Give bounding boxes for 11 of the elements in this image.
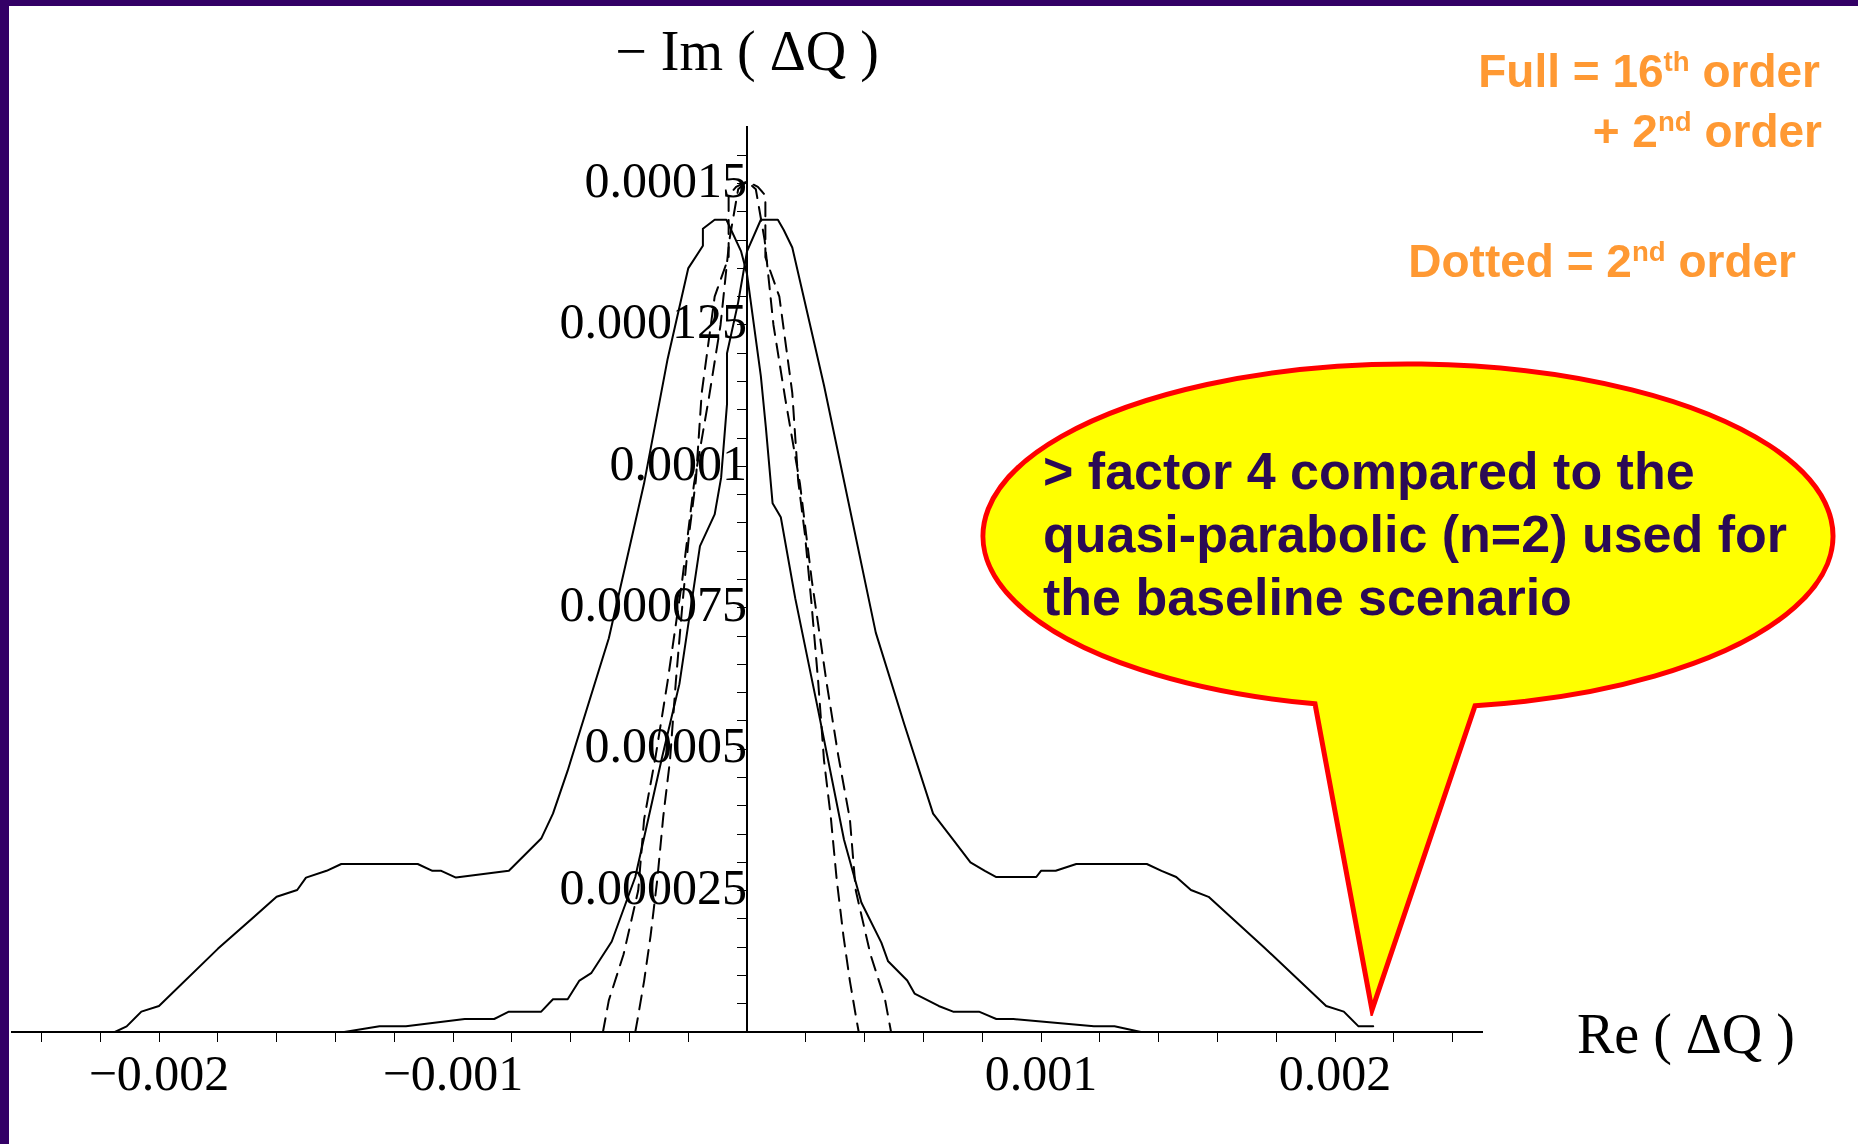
x-tick-label: −0.002 (88, 1045, 230, 1102)
x-tick-label: 0.002 (1278, 1045, 1392, 1102)
text: Full = 16$^{th}$ order (1478, 44, 1820, 98)
annotation: > factor 4 compared to the quasi-parabolic (n=2) used for the baseline scenario (1043, 441, 1789, 628)
annotation: Dotted = 2$^{nd}$ order (1408, 234, 1796, 288)
text: + 2$^{nd}$ order (1592, 104, 1822, 158)
x-tick-label: 0.001 (984, 1045, 1098, 1102)
x-axis-title: Re ( ΔQ ) (1577, 1002, 1795, 1066)
y-tick-label: 0.00015 (584, 151, 747, 208)
y-axis-title: − Im ( ΔQ ) (615, 19, 879, 83)
x-tick-label: −0.001 (382, 1045, 524, 1102)
